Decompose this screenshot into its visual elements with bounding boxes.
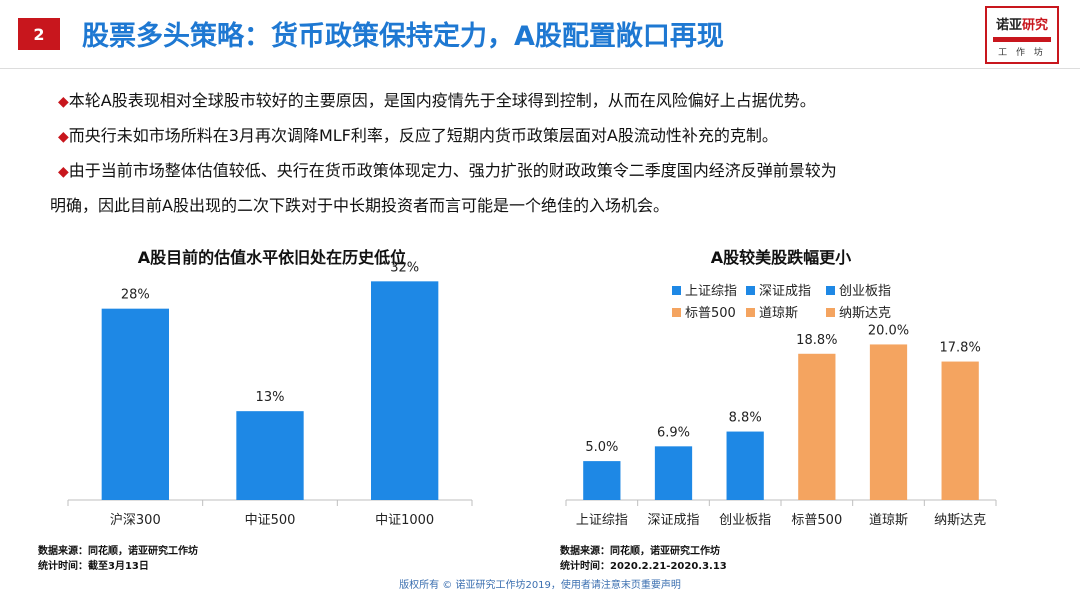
bullet-item: ◆而央行未如市场所料在3月再次调降MLF利率，反应了短期内货币政策层面对A股流动… — [58, 119, 1018, 154]
header-divider — [0, 68, 1080, 69]
bar — [941, 361, 979, 500]
data-label: 20.0% — [868, 323, 909, 338]
logo-subtext: 工 作 坊 — [998, 48, 1046, 58]
source-line: 数据来源：同花顺，诺亚研究工作坊 — [560, 546, 720, 557]
data-label: 18.8% — [796, 333, 837, 348]
bullet-item-continuation: 明确，因此目前A股出现的二次下跌对于中长期投资者而言可能是一个绝佳的入场机会。 — [50, 189, 1018, 223]
diamond-icon: ◆ — [58, 164, 69, 180]
bar — [236, 411, 304, 500]
chart-title: A股目前的估值水平依旧处在历史低位 — [138, 248, 406, 267]
bullet-text: 而央行未如市场所料在3月再次调降MLF利率，反应了短期内货币政策层面对A股流动性… — [68, 126, 778, 145]
bullet-text: 本轮A股表现相对全球股市较好的主要原因，是国内疫情先于全球得到控制，从而在风险偏… — [68, 91, 816, 110]
copyright-footer: 版权所有 © 诺亚研究工作坊2019，使用者请注意末页重要声明 — [399, 580, 681, 591]
data-label: 28% — [121, 288, 150, 303]
bullet-text: 由于当前市场整体估值较低、央行在货币政策体现定力、强力扩张的财政政策令二季度国内… — [68, 161, 837, 180]
legend-swatch — [672, 308, 681, 317]
x-tick-label: 道琼斯 — [869, 513, 908, 528]
x-tick-label: 中证500 — [245, 513, 296, 528]
x-tick-label: 标普500 — [791, 513, 842, 528]
legend-swatch — [746, 308, 755, 317]
source-line: 统计时间：2020.2.21-2020.3.13 — [560, 561, 727, 572]
slide-number-badge: 2 — [18, 18, 60, 50]
data-label: 13% — [256, 390, 285, 405]
logo-text-research: 研究 — [1022, 18, 1049, 33]
x-tick-label: 沪深300 — [110, 512, 161, 528]
logo-bar — [993, 37, 1051, 42]
chart-title: A股较美股跌幅更小 — [711, 248, 851, 267]
source-note-left: 数据来源：同花顺，诺亚研究工作坊 统计时间：截至3月13日 — [38, 544, 198, 574]
bar — [101, 308, 169, 500]
source-line: 统计时间：截至3月13日 — [38, 561, 149, 572]
x-tick-label: 深证成指 — [647, 513, 699, 528]
legend-label: 深证成指 — [759, 284, 811, 299]
x-tick-label: 中证1000 — [375, 513, 434, 528]
bar — [371, 281, 439, 500]
legend-swatch — [672, 286, 681, 295]
noah-research-logo: 诺亚研究 工 作 坊 — [985, 6, 1059, 64]
legend-label: 标普500 — [685, 306, 736, 321]
x-tick-label: 上证综指 — [576, 513, 628, 528]
bar — [654, 446, 693, 500]
data-label: 5.0% — [585, 440, 618, 455]
data-label: 17.8% — [940, 341, 981, 356]
diamond-icon: ◆ — [58, 129, 69, 145]
slide-title: 股票多头策略：货币政策保持定力，A股配置敞口再现 — [82, 21, 724, 52]
x-tick-label: 创业板指 — [719, 513, 771, 528]
bar — [798, 353, 836, 500]
logo-text: 诺亚研究 — [987, 14, 1057, 33]
legend-label: 道琼斯 — [759, 306, 798, 321]
legend-label: 纳斯达克 — [839, 306, 891, 321]
bar — [583, 461, 621, 500]
bullet-item: ◆由于当前市场整体估值较低、央行在货币政策体现定力、强力扩张的财政政策令二季度国… — [58, 154, 1018, 189]
bullet-item: ◆本轮A股表现相对全球股市较好的主要原因，是国内疫情先于全球得到控制，从而在风险… — [58, 84, 1018, 119]
source-note-right: 数据来源：同花顺，诺亚研究工作坊 统计时间：2020.2.21-2020.3.1… — [560, 544, 727, 574]
diamond-icon: ◆ — [58, 94, 69, 110]
bullet-list: ◆本轮A股表现相对全球股市较好的主要原因，是国内疫情先于全球得到控制，从而在风险… — [50, 84, 1018, 223]
data-label: 8.8% — [729, 411, 762, 426]
logo-text-noah: 诺亚 — [995, 18, 1022, 33]
x-tick-label: 纳斯达克 — [934, 513, 986, 528]
legend-swatch — [826, 286, 835, 295]
bar — [726, 431, 764, 500]
data-label: 6.9% — [657, 425, 690, 440]
data-label: 32% — [390, 260, 419, 275]
legend-swatch — [826, 308, 835, 317]
source-line: 数据来源：同花顺，诺亚研究工作坊 — [38, 546, 198, 557]
legend-swatch — [746, 286, 755, 295]
bullet-text: 明确，因此目前A股出现的二次下跌对于中长期投资者而言可能是一个绝佳的入场机会。 — [50, 196, 669, 215]
legend-label: 上证综指 — [685, 284, 737, 299]
legend-label: 创业板指 — [839, 284, 891, 299]
bar — [869, 344, 908, 500]
